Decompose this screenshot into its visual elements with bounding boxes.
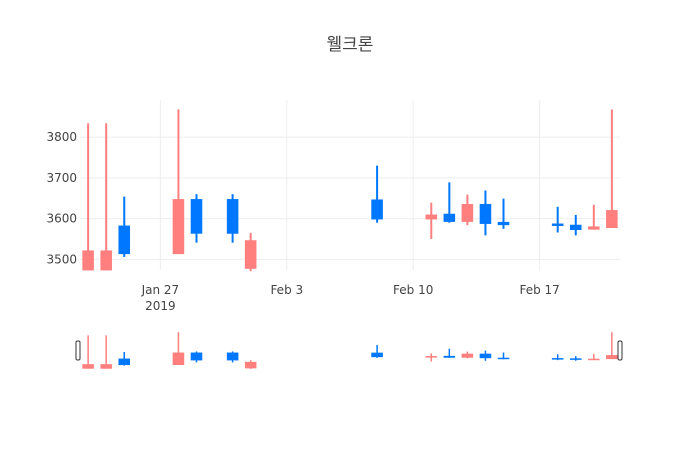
candle-2019-02-11 (425, 202, 438, 240)
candle-body (172, 199, 185, 255)
slider-candle-body (588, 358, 600, 361)
slider-candle-2019-02-21 (606, 332, 618, 360)
slider-candle-2019-02-11 (425, 353, 438, 362)
candle-2019-02-18 (551, 206, 564, 233)
candle-body (606, 210, 618, 229)
slider-candle-body (190, 352, 203, 361)
slider-candle-body (425, 356, 438, 358)
slider-candle-body (371, 352, 383, 358)
x-tick-sublabel: 2019 (145, 299, 176, 313)
candle-2019-02-21 (606, 109, 618, 229)
slider-candle-2019-02-01 (244, 360, 257, 369)
candle-body (479, 203, 492, 224)
y-tick-label: 3800 (46, 130, 77, 144)
slider-candle-body (606, 355, 618, 360)
candle-body (425, 214, 438, 220)
candle-body (244, 240, 257, 269)
candle-2019-02-13 (461, 194, 474, 226)
slider-candle-2019-01-25 (118, 351, 131, 366)
slider-candle-2019-02-19 (569, 356, 582, 361)
slider-candle-body (569, 358, 582, 360)
slider-candle-body (244, 361, 257, 369)
slider-candle-body (226, 352, 239, 361)
slider-candle-2019-01-23 (82, 335, 94, 369)
candle-2019-02-20 (588, 204, 600, 230)
slider-candle-body (100, 364, 112, 369)
chart-title: 웰크론 (327, 35, 374, 55)
x-tick-label: Jan 27 (141, 283, 180, 297)
slider-candle-2019-02-14 (479, 350, 492, 361)
slider-candle-2019-02-15 (497, 352, 510, 360)
rangeslider-left-handle[interactable] (75, 340, 81, 361)
slider-candle-2019-01-28 (172, 332, 185, 366)
candle-body (100, 250, 112, 271)
candle-body (190, 199, 203, 234)
candle-body (551, 223, 564, 226)
slider-candle-2019-01-31 (226, 351, 239, 363)
slider-candle-2019-02-20 (588, 353, 600, 361)
slider-candle-2019-02-13 (461, 351, 474, 359)
x-tick-label: Feb 17 (519, 283, 559, 297)
slider-candle-body (443, 355, 456, 358)
slider-candle-body (118, 358, 131, 366)
candle-2019-02-08 (371, 165, 383, 223)
candle-2019-01-28 (172, 109, 185, 255)
candle-body (443, 213, 456, 222)
candle-2019-01-31 (226, 194, 239, 243)
rangeslider-right-handle[interactable] (617, 340, 623, 361)
x-tick-label: Feb 3 (270, 283, 303, 297)
candle-2019-02-19 (569, 214, 582, 236)
candle-body (371, 199, 383, 220)
candle-2019-02-12 (443, 182, 456, 223)
slider-candle-body (172, 352, 185, 366)
candle-2019-01-23 (82, 123, 94, 271)
candle-2019-01-24 (100, 123, 112, 271)
candle-body (461, 203, 474, 222)
candle-body (569, 224, 582, 231)
slider-candle-body (461, 353, 474, 358)
candle-2019-02-15 (497, 198, 510, 229)
slider-candle-body (551, 358, 564, 360)
y-tick-label: 3700 (46, 171, 77, 185)
x-tick-label: Feb 10 (393, 283, 433, 297)
candle-body (226, 199, 239, 234)
candle-2019-02-14 (479, 190, 492, 236)
candle-body (588, 226, 600, 230)
candle-2019-01-25 (118, 196, 131, 257)
slider-candle-2019-02-08 (371, 344, 383, 358)
candle-2019-02-01 (244, 232, 257, 272)
slider-candle-2019-01-24 (100, 335, 112, 369)
y-tick-label: 3500 (46, 252, 77, 266)
slider-candle-2019-02-18 (551, 354, 564, 361)
slider-candle-body (82, 364, 94, 369)
slider-candle-2019-02-12 (443, 348, 456, 358)
slider-candle-body (479, 353, 492, 359)
slider-candle-2019-01-29 (190, 351, 203, 363)
slider-candle-body (497, 357, 510, 360)
candle-body (497, 221, 510, 226)
candle-body (118, 225, 131, 255)
y-tick-label: 3600 (46, 212, 77, 226)
candle-2019-01-29 (190, 194, 203, 243)
candle-body (82, 250, 94, 271)
